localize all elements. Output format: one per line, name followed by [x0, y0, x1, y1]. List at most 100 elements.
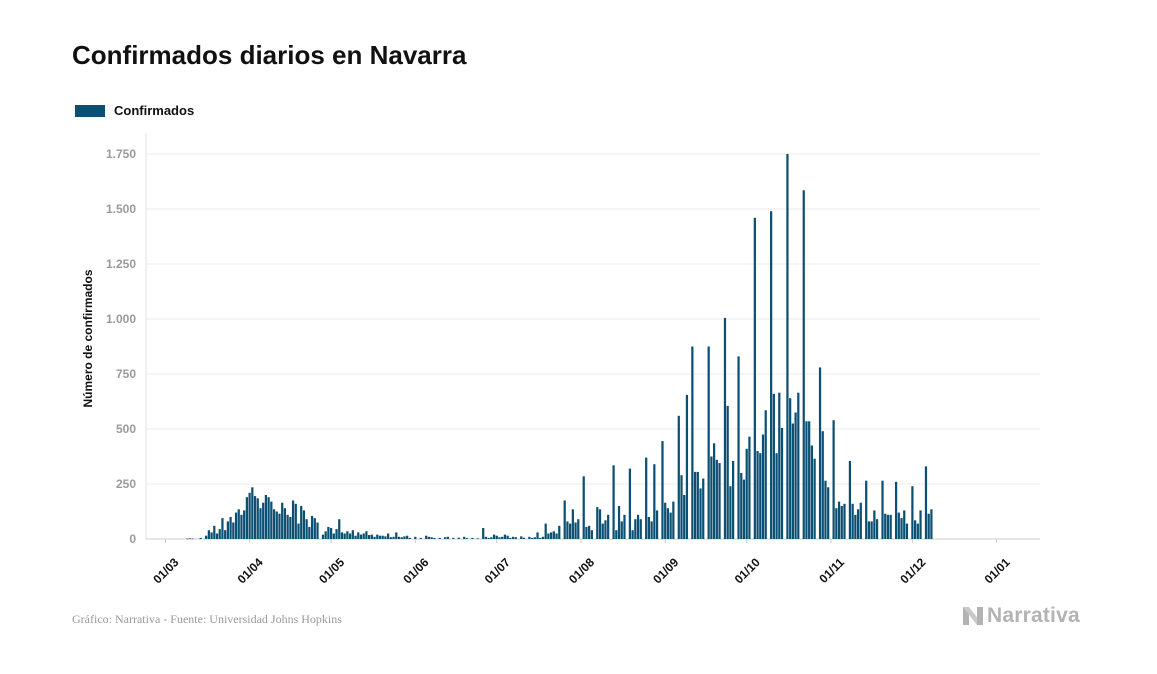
bar — [343, 533, 346, 539]
bar — [324, 531, 327, 539]
x-tick-label: 01/09 — [650, 555, 681, 586]
bar — [210, 532, 213, 539]
x-tick-label: 01/08 — [566, 555, 597, 586]
bar — [471, 537, 474, 539]
bar — [894, 481, 898, 539]
bar — [590, 530, 593, 539]
bar — [756, 451, 759, 539]
y-tick-label: 1.250 — [106, 257, 136, 271]
bar — [794, 412, 797, 539]
bar — [840, 506, 843, 539]
y-tick-label: 1.750 — [106, 147, 136, 161]
bar — [359, 534, 363, 539]
bar — [240, 514, 243, 539]
bar — [824, 480, 827, 539]
bar — [267, 497, 270, 539]
bar — [900, 518, 903, 539]
bar — [647, 517, 651, 539]
y-axis-title: Número de confirmados — [81, 269, 95, 407]
bar — [248, 492, 251, 539]
bar — [778, 392, 781, 539]
bar — [617, 506, 621, 539]
y-tick-label: 1.500 — [106, 202, 136, 216]
bar — [683, 495, 686, 539]
bar — [484, 536, 488, 539]
bar — [378, 535, 382, 539]
bar — [243, 510, 246, 539]
bar — [821, 431, 824, 539]
bar — [903, 510, 906, 539]
bar — [425, 535, 428, 539]
bar — [789, 398, 792, 539]
bar — [919, 510, 922, 539]
bar — [327, 526, 330, 539]
bar — [612, 465, 615, 539]
bar — [530, 537, 534, 539]
bar — [490, 537, 493, 539]
bar — [482, 528, 485, 539]
bar — [501, 536, 504, 539]
bar — [873, 510, 876, 539]
bar — [291, 500, 295, 539]
bar — [332, 533, 335, 539]
bar — [634, 519, 637, 539]
bar — [848, 460, 852, 539]
bar — [786, 154, 789, 539]
bar — [742, 479, 746, 539]
bar — [251, 487, 254, 539]
bar — [256, 498, 259, 539]
bar — [897, 512, 900, 539]
bar — [348, 533, 352, 539]
bar — [680, 475, 683, 539]
bar — [321, 534, 325, 539]
bar — [218, 529, 221, 539]
bar — [234, 512, 238, 539]
bar — [544, 523, 547, 539]
bar — [297, 523, 300, 539]
bar — [275, 511, 278, 539]
x-tick-label: 01/12 — [897, 555, 928, 586]
bar — [446, 536, 450, 539]
bar — [636, 514, 640, 539]
bar — [550, 532, 553, 539]
bar — [264, 495, 268, 539]
bar — [373, 536, 376, 539]
bar — [916, 523, 919, 539]
bar — [886, 514, 890, 539]
bar — [707, 346, 710, 539]
bar — [438, 537, 441, 539]
bar — [308, 526, 311, 539]
bar — [715, 459, 718, 539]
bar — [520, 536, 523, 539]
bar — [875, 519, 879, 539]
brand-name: Narrativa — [987, 604, 1080, 627]
bar — [813, 458, 816, 539]
x-tick-label: 01/11 — [816, 555, 847, 586]
bar — [406, 535, 409, 539]
bar — [924, 466, 928, 539]
legend-label: Confirmados — [114, 103, 195, 118]
bar — [927, 513, 930, 539]
bar — [351, 530, 354, 539]
bar — [514, 537, 517, 539]
bar — [338, 519, 341, 539]
bar — [702, 478, 705, 539]
x-tick-label: 01/04 — [235, 555, 266, 586]
bar — [748, 436, 751, 539]
bar — [867, 521, 871, 539]
bar — [772, 393, 775, 539]
bar — [346, 531, 349, 539]
bar — [639, 519, 642, 539]
legend: Confirmados — [75, 103, 194, 118]
bar — [729, 486, 732, 539]
bar — [305, 519, 308, 539]
bar — [837, 501, 841, 539]
bar — [693, 471, 697, 539]
bar — [699, 488, 702, 539]
x-tick-label: 01/03 — [150, 555, 181, 586]
bar — [677, 415, 680, 539]
bar — [712, 443, 716, 539]
bar — [370, 534, 373, 539]
bar — [270, 501, 273, 539]
